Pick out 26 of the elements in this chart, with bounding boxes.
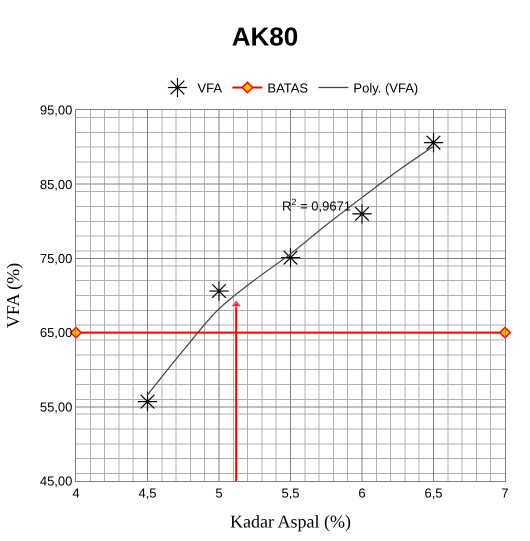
point	[208, 280, 230, 302]
y-tick-label: 45,00	[40, 474, 72, 489]
point	[352, 204, 372, 224]
y-tick-label: 95,00	[40, 102, 72, 118]
point	[423, 132, 444, 153]
y-tick-label: 85,00	[40, 176, 72, 192]
x-tick-label: 4,5	[138, 486, 157, 501]
x-tick-label: 5,5	[281, 486, 300, 501]
x-tick-label: 6	[358, 486, 366, 501]
x-axis-title: Kadar Aspal (%)	[230, 512, 351, 532]
x-tick-label: 7	[501, 486, 509, 501]
annotation: R$^{2}$ = 0,9671	[282, 197, 352, 214]
point	[137, 391, 158, 412]
x-tick-label: 4	[72, 486, 80, 501]
legend-label: VFA	[198, 80, 222, 96]
x-tick-label: 6,5	[424, 486, 443, 501]
point	[280, 247, 301, 268]
y-tick-label: 65,00	[40, 325, 72, 340]
y-axis-title: VFA (%)	[3, 262, 24, 328]
y-tick-label: 55,00	[40, 399, 72, 414]
line-series	[146, 146, 434, 396]
legend-label: BATAS	[267, 80, 308, 96]
x-tick-label: 5	[215, 486, 223, 501]
legend-label: Poly. (VFA)	[353, 80, 418, 96]
chart-title: AK80	[232, 21, 298, 52]
y-tick-label: 75,00	[40, 250, 72, 266]
